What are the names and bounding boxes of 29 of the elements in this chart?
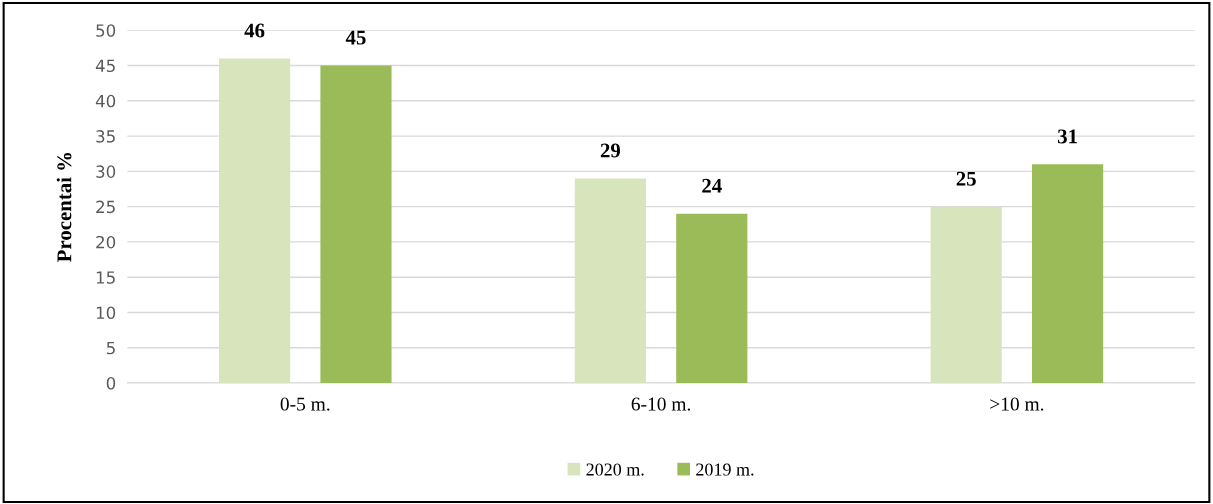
x-tick-label: 0-5 m. — [280, 397, 330, 411]
legend-label: 2019 m. — [696, 463, 754, 476]
data-label: 29 — [600, 143, 621, 158]
y-tick-label: 45 — [95, 59, 115, 73]
data-label: 25 — [956, 171, 976, 186]
bar — [930, 206, 1002, 384]
x-tick-label: >10 m. — [990, 397, 1044, 411]
data-label: 46 — [244, 23, 265, 38]
y-tick-label: 15 — [96, 271, 115, 284]
data-label: 24 — [702, 178, 722, 193]
x-tick-label: 6-10 m. — [631, 397, 691, 411]
data-label: 31 — [1057, 129, 1077, 144]
y-tick-label: 20 — [96, 235, 116, 249]
data-label: 45 — [345, 30, 366, 45]
y-tick-label: 35 — [96, 130, 115, 143]
y-tick-label: 50 — [96, 24, 116, 37]
y-tick-label: 40 — [95, 94, 116, 108]
bar — [320, 65, 392, 384]
bar — [1032, 164, 1104, 384]
y-tick-label: 0 — [106, 377, 116, 390]
y-axis-title: Procentai % — [56, 152, 72, 262]
y-tick-label: 10 — [96, 306, 116, 320]
bar — [676, 213, 748, 384]
legend-label: 2020 m. — [586, 463, 644, 476]
y-tick-label: 30 — [96, 165, 116, 178]
bar — [218, 58, 291, 384]
bar — [574, 178, 646, 384]
y-tick-label: 5 — [106, 341, 115, 355]
y-tick-label: 25 — [96, 200, 115, 214]
